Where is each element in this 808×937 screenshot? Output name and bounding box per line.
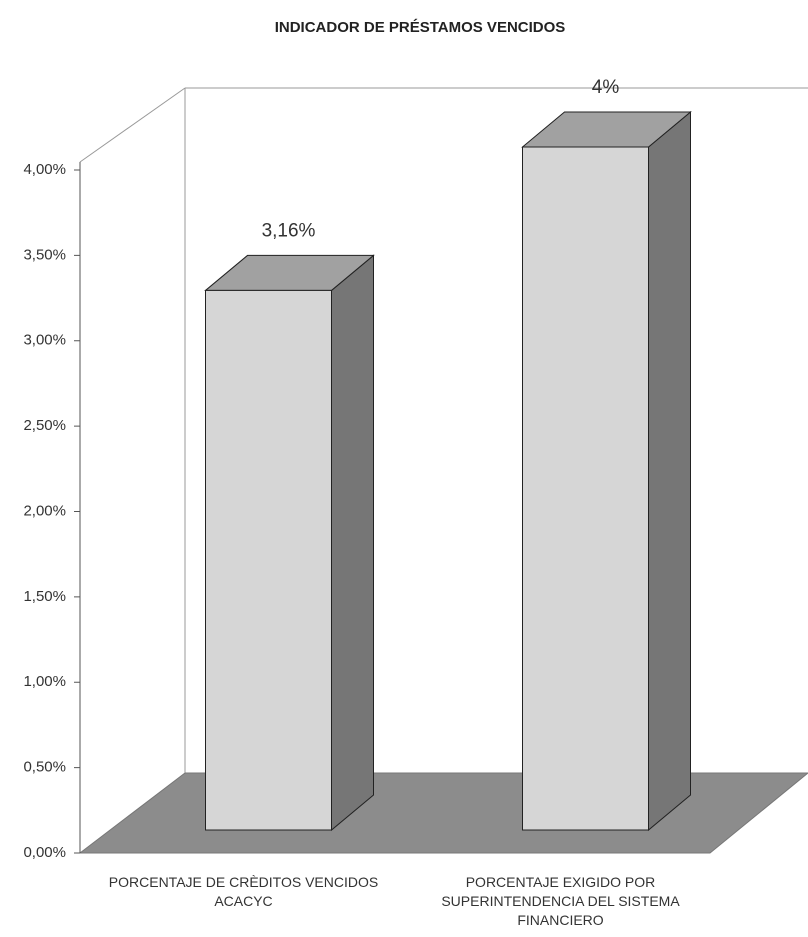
- y-tick-label: 2,00%: [23, 502, 66, 519]
- bar-side: [331, 254, 374, 832]
- chart-title: INDICADOR DE PRÉSTAMOS VENCIDOS: [275, 19, 566, 36]
- y-tick-label: 0,00%: [23, 844, 66, 861]
- y-tick-label: 4,00%: [23, 161, 66, 178]
- y-tick-label: 1,50%: [23, 588, 66, 605]
- bar: [522, 146, 649, 831]
- y-tick-label: 2,50%: [23, 417, 66, 434]
- value-label: 3,16%: [262, 220, 316, 241]
- y-tick-label: 1,00%: [23, 673, 66, 690]
- wall-edge: [79, 87, 186, 163]
- y-tick-label: 3,50%: [23, 246, 66, 263]
- bar-side: [648, 110, 691, 832]
- y-tick-label: 3,00%: [23, 332, 66, 349]
- value-label: 4%: [592, 77, 620, 98]
- x-tick-label: PORCENTAJE EXIGIDO POR SUPERINTENDENCIA …: [441, 874, 680, 928]
- bar: [205, 289, 332, 831]
- y-tick-label: 0,50%: [23, 759, 66, 776]
- x-tick-label: PORCENTAJE DE CRÈDITOS VENCIDOS ACACYC: [108, 874, 379, 909]
- floor: [78, 772, 808, 854]
